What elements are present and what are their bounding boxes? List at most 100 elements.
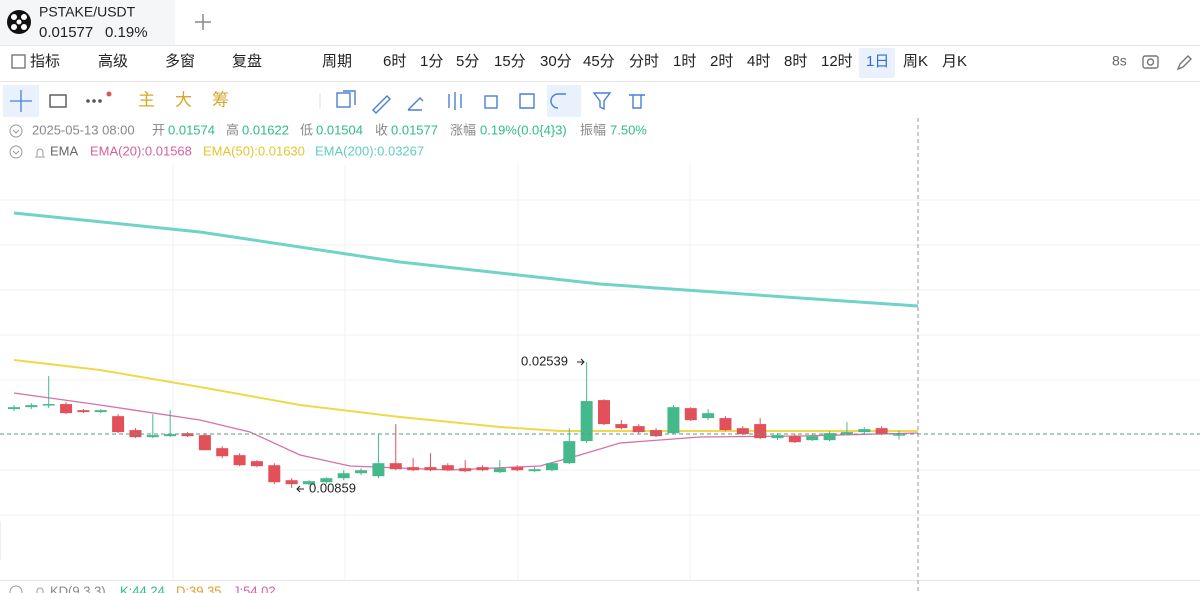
candle-body [250,461,263,467]
change: 0.19% [105,24,148,41]
info-date: 2025-05-13 08:00 [32,122,135,137]
candle-body [337,473,350,479]
candle-body [754,424,767,439]
indicator-value: EMA(50):0.01630 [203,143,305,158]
max-arrow [577,358,585,366]
candle-body [528,469,541,472]
candles [8,362,905,488]
candle-body [285,480,298,485]
toolbar-item[interactable]: 1时 [673,53,696,70]
info-label: 高 [226,122,239,137]
toolbar-item[interactable]: 1分 [420,53,443,70]
toolbar-item[interactable]: 4时 [747,53,770,70]
candle-body [198,435,211,451]
magnet-tool[interactable] [547,85,581,117]
collapse-icon [9,585,23,593]
tool-label[interactable]: 大 [175,90,192,109]
info-label: 涨幅 [450,122,476,137]
candle-body [667,407,680,434]
candle-body [719,418,732,431]
kd-value: D:39.35 [176,583,222,593]
toolbar-item[interactable]: 6时 [383,53,406,70]
candle-body [840,432,853,435]
candle-body [146,435,159,438]
toolbar-item[interactable]: 周期 [322,53,352,70]
candle-body [42,404,55,406]
toolbar-item[interactable]: 1日 [866,53,889,70]
candle-body [181,433,194,437]
info-value: 7.50% [610,122,647,137]
candle-body [60,404,73,414]
toolbar-item[interactable]: 复盘 [232,52,262,70]
add-tab[interactable] [195,14,211,30]
kd-value: J:54.02 [233,583,276,593]
toolbar-icons [11,54,1192,71]
grid [0,165,1200,580]
min-arrow [296,485,304,493]
active-period [859,48,895,78]
toolbar-item[interactable]: 分时 [629,53,659,70]
timer[interactable]: 8s [1112,53,1127,69]
toolbar-item[interactable]: 多窗 [165,52,195,70]
indicator-value: EMA(200):0.03267 [315,143,424,158]
kd-value: KD(9,3,3) [50,583,106,593]
kd-value: K:44.24 [120,583,165,593]
candle-body [389,463,402,470]
candle-body [632,426,645,433]
indicator-name: EMA [50,143,79,158]
toolbar-item[interactable]: 2时 [710,53,733,70]
candle-body [476,467,489,471]
candle-body [615,424,628,429]
draw-tools [336,90,645,114]
logo-dots [11,14,27,30]
toolbar-item[interactable]: 45分 [583,53,615,70]
candle-body [875,428,888,435]
collapse-icons [9,124,23,159]
crosshair-icon [10,90,32,112]
toolbar-item[interactable]: 5分 [456,53,479,70]
toolbar-item[interactable]: 指标 [30,53,60,70]
more-tool[interactable] [86,99,102,103]
candle-body [77,410,90,413]
candle-body [233,455,246,466]
toolbar-item[interactable]: 15分 [494,53,526,70]
toolbar-item[interactable]: 月K [942,53,967,70]
candle-body [459,468,472,472]
symbol: PSTAKE/USDT [39,4,136,20]
max-label: 0.02539 [521,353,568,368]
min-label: 0.00859 [309,480,356,495]
candle-body [424,467,437,471]
toolbar-item[interactable]: 8时 [784,53,807,70]
toolbar-item[interactable]: 12时 [821,53,853,70]
ema200-line [13,211,919,308]
toolbar-item[interactable]: 30分 [540,53,572,70]
rect-tool[interactable] [49,94,67,108]
candle-body [598,400,610,425]
info-label: 收 [375,122,388,137]
candle-body [684,408,697,421]
bell-icon [35,148,45,158]
candle-body [164,434,177,437]
candle-body [702,413,715,419]
info-value: 0.01577 [391,122,438,137]
candle-body [771,435,784,439]
candle-body [112,416,125,433]
candle-body [823,433,836,441]
candle-body [858,429,871,433]
info-label: 开 [152,122,165,137]
info-value: 0.19%(0.0{4}3) [480,122,567,137]
dot-badge [106,91,112,97]
candle-body [806,436,819,441]
tool-label[interactable]: 主 [138,90,155,109]
candle-body [650,430,663,437]
price: 0.01577 [39,24,93,41]
candle-body [545,463,558,471]
candle-body [736,428,749,435]
toolbar-item[interactable]: 周K [903,53,928,70]
info-value: 0.01622 [242,122,289,137]
toolbar-item[interactable]: 高级 [98,53,128,70]
candle-body [580,401,593,442]
tool-label[interactable]: 筹 [212,90,229,109]
candle-body [407,467,420,471]
